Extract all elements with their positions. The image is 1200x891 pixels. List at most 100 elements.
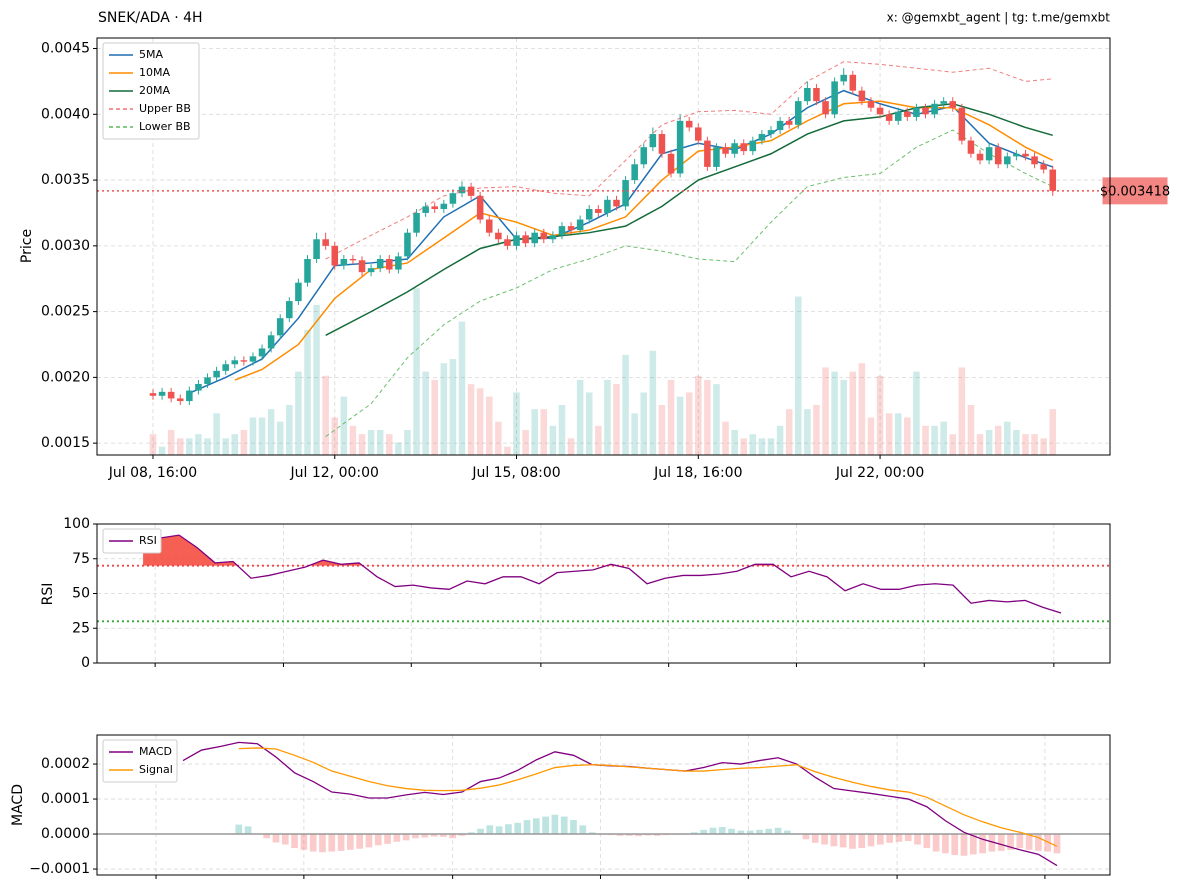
candle-body <box>849 74 857 91</box>
volume-bar <box>195 434 202 455</box>
volume-bar <box>695 375 702 455</box>
line-signal <box>238 747 1058 847</box>
volume-bar <box>213 413 220 455</box>
volume-bar <box>994 425 1002 455</box>
y-tick-label: 25 <box>72 620 90 636</box>
volume-bar <box>722 421 729 455</box>
histogram-bar <box>709 827 717 835</box>
histogram-bar <box>430 834 438 837</box>
volume-bar <box>667 379 675 455</box>
candle-body <box>649 134 657 148</box>
candle-body <box>295 282 302 302</box>
candle-body <box>167 391 175 399</box>
volume-bar <box>576 379 584 455</box>
candle-body <box>440 203 448 210</box>
candle-body <box>794 101 802 125</box>
chart-title: SNEK/ADA · 4H <box>98 10 203 26</box>
candle-body <box>731 143 738 154</box>
candle-body <box>667 153 675 174</box>
histogram-bar <box>625 834 633 836</box>
histogram-bar <box>467 832 475 835</box>
candle-body <box>404 232 411 257</box>
candle-body <box>604 199 611 213</box>
y-tick-label: 0.0035 <box>41 172 90 188</box>
line-20ma <box>325 103 1053 336</box>
candle-body <box>913 107 920 117</box>
candle-body <box>176 398 184 402</box>
candle-body <box>595 209 602 213</box>
candle-body <box>213 370 220 378</box>
y-tick-label: 0.0025 <box>41 304 90 320</box>
volume-bar <box>595 425 602 455</box>
candle-body <box>722 147 729 154</box>
candle-body <box>622 180 629 207</box>
histogram-bar <box>570 820 577 835</box>
volume-bar <box>340 396 348 455</box>
histogram-bar <box>653 834 661 836</box>
volume-bar <box>513 392 520 455</box>
candle-body <box>186 390 193 402</box>
candle-body <box>358 260 366 273</box>
legend-label: MACD <box>139 745 172 758</box>
histogram-bar <box>291 834 298 849</box>
price-tag <box>1102 177 1168 205</box>
credit: x: @gemxbt_agent | tg: t.me/gemxbt <box>887 11 1111 25</box>
histogram-bar <box>300 834 308 850</box>
candle-body <box>531 232 538 244</box>
candle-body <box>804 87 811 102</box>
volume-bar <box>258 417 266 455</box>
candle-body <box>894 111 902 121</box>
y-tick-label: 0.0020 <box>41 369 90 385</box>
candle-body <box>258 348 266 357</box>
volume-bar <box>395 442 402 455</box>
volume-bar <box>985 429 993 455</box>
candle-body <box>422 206 429 213</box>
candle-body <box>495 232 502 240</box>
histogram-bar <box>1016 834 1024 849</box>
histogram-bar <box>960 834 968 856</box>
x-tick-label: Jul 12, 00:00 <box>290 465 379 481</box>
legend-label: 20MA <box>139 84 170 97</box>
candle-body <box>713 147 720 167</box>
histogram-bar <box>700 829 708 835</box>
histogram-bar <box>979 834 986 854</box>
volume-bar <box>940 421 947 455</box>
candle-body <box>613 199 620 207</box>
volume-bar <box>567 438 575 455</box>
candle-body <box>1040 164 1047 170</box>
y-tick-label: 0.0040 <box>41 106 90 122</box>
histogram-bar <box>914 834 921 845</box>
histogram-bar <box>858 834 866 849</box>
histogram-bar <box>635 834 642 837</box>
histogram-bar <box>505 824 512 835</box>
legend-box <box>102 42 200 140</box>
volume-bar <box>894 413 902 455</box>
histogram-bar <box>1007 834 1014 850</box>
volume-bar <box>558 404 566 455</box>
candle-body <box>831 81 838 115</box>
candle-body <box>386 258 393 270</box>
candle-body <box>476 195 484 220</box>
candle-body <box>558 226 566 236</box>
candle-body <box>776 120 784 131</box>
candle-body <box>785 120 793 125</box>
volume-bar <box>1049 409 1057 455</box>
histogram-bar <box>551 814 559 835</box>
histogram-bar <box>867 834 875 847</box>
candle-body <box>704 140 711 167</box>
volume-bar <box>658 404 666 455</box>
candle-body <box>585 209 593 220</box>
candle-body <box>322 239 329 246</box>
histogram-bar <box>997 834 1005 851</box>
legend-label: RSI <box>139 534 157 547</box>
candle-body <box>395 256 402 270</box>
line-upper-bb <box>325 61 1053 260</box>
volume-bar <box>1013 429 1020 455</box>
histogram-bar <box>281 834 289 845</box>
line-lower-bb <box>325 129 1053 437</box>
candle-body <box>867 101 875 108</box>
histogram-bar <box>923 834 931 849</box>
volume-bar <box>776 425 784 455</box>
volume-bar <box>304 329 311 455</box>
volume-bar <box>422 371 429 455</box>
